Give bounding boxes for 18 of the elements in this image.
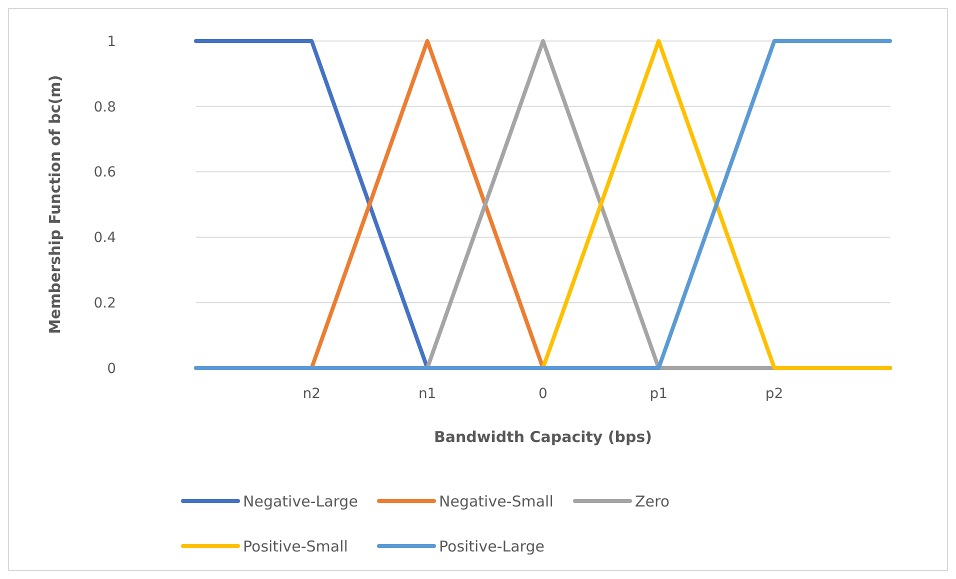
y-tick-label: 0 — [107, 360, 116, 377]
x-tick-label: 0 — [538, 386, 548, 402]
x-tick-label: n2 — [302, 386, 321, 402]
y-axis-title: Membership Function of bc(m) — [46, 74, 64, 334]
y-tick-label: 0.4 — [94, 230, 116, 246]
legend-label: Negative-Small — [439, 492, 554, 510]
y-tick-label: 0.8 — [94, 99, 116, 116]
x-tick-label: p2 — [765, 386, 784, 402]
x-axis-title: Bandwidth Capacity (bps) — [434, 428, 652, 446]
legend-label: Zero — [635, 492, 670, 510]
x-tick-label: n1 — [418, 386, 436, 402]
y-tick-label: 0.2 — [94, 296, 116, 312]
legend-label: Negative-Large — [243, 492, 358, 510]
legend-label: Positive-Small — [243, 537, 348, 556]
x-tick-label: p1 — [650, 386, 668, 402]
y-tick-label: 0.6 — [94, 164, 116, 181]
legend-label: Positive-Large — [439, 537, 544, 556]
y-tick-label: 1 — [107, 34, 116, 50]
